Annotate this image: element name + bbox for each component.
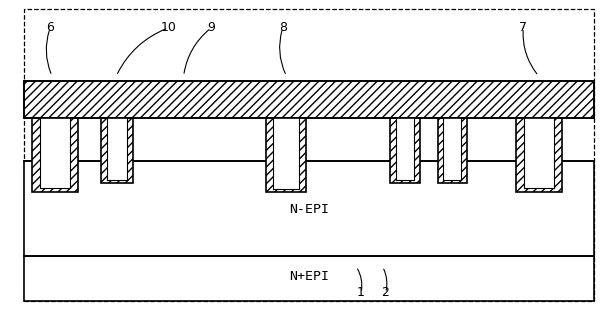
Bar (266, 118, 306, 192)
Bar (24, 81, 594, 118)
Text: 7: 7 (519, 21, 528, 34)
Bar (24, 256, 594, 301)
Bar (443, 118, 461, 180)
Bar (24, 81, 594, 118)
Bar (32, 118, 78, 192)
Text: 6: 6 (47, 21, 54, 34)
Bar (524, 118, 554, 188)
Bar (396, 118, 414, 180)
Text: 8: 8 (278, 21, 287, 34)
Bar (438, 118, 467, 183)
Text: 1: 1 (357, 286, 365, 299)
Text: 9: 9 (207, 21, 215, 34)
Text: N+EPI: N+EPI (289, 270, 329, 283)
Bar (107, 118, 127, 180)
Bar (101, 118, 133, 183)
Bar (273, 118, 299, 189)
Bar (390, 118, 420, 183)
Text: 10: 10 (160, 21, 176, 34)
Bar (516, 118, 562, 192)
Bar (40, 118, 70, 188)
Text: 2: 2 (382, 286, 389, 299)
Bar (24, 161, 594, 256)
Text: N-EPI: N-EPI (289, 203, 329, 216)
